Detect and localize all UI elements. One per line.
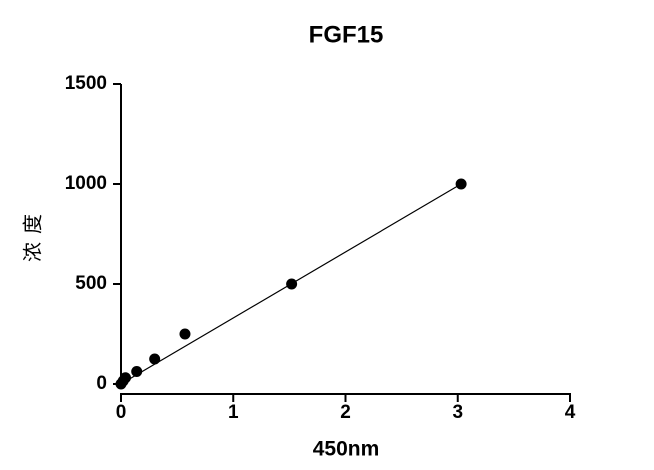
data-point [119, 372, 131, 384]
y-tick-label: 1500 [65, 73, 107, 94]
x-tick-label: 0 [116, 402, 127, 423]
x-tick-label: 3 [452, 402, 463, 423]
data-point [286, 278, 298, 290]
y-tick-label: 0 [96, 373, 107, 394]
data-point [131, 366, 143, 377]
chart-title: FGF15 [309, 21, 384, 48]
y-axis-title: 浓度 [21, 206, 44, 262]
y-tick-label: 1000 [65, 173, 107, 194]
data-point [455, 178, 467, 190]
data-point [149, 353, 161, 365]
x-axis-title: 450nm [313, 438, 380, 461]
x-tick-label: 4 [565, 402, 576, 423]
x-tick-label: 1 [228, 402, 239, 423]
y-tick-label: 500 [75, 273, 107, 294]
data-point [179, 328, 191, 340]
x-tick-label: 2 [340, 402, 351, 423]
